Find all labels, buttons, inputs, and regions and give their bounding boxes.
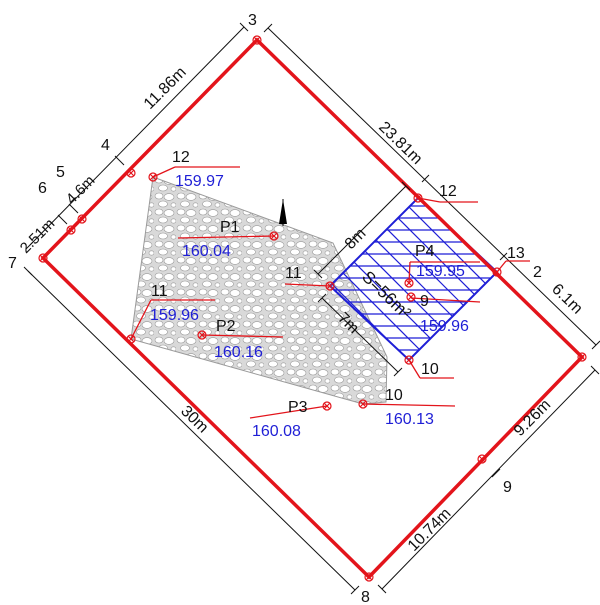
marker-10-pave [358,399,368,409]
leader-lines [130,166,530,419]
north-arrow-icon [279,199,287,226]
edge-label-5: 5 [56,164,65,181]
marker-10-bldg [404,355,414,365]
marker-9-edge [477,454,487,464]
marker-9-bldg [406,292,416,302]
point-id-11: 11 [151,283,168,300]
edge-label-4: 4 [101,137,110,154]
marker-P2 [197,330,207,340]
marker-7 [38,253,48,263]
marker-11-pave [126,334,136,344]
marker-P3 [322,401,332,411]
elevation-P3: 160.08 [252,423,301,440]
corner-label-8: 8 [361,589,370,605]
elevation-P1: 160.04 [182,243,231,260]
marker-2 [577,352,587,362]
marker-4 [126,168,136,178]
edge-label-9: 9 [503,479,512,496]
dim-top-left: 11.86m [141,64,190,113]
marker-12-edge [413,193,423,203]
elevation-P4: 159.95 [416,263,465,280]
marker-13 [492,267,502,277]
point-id-P3: P3 [288,399,308,416]
edge-label-13: 13 [507,245,525,262]
building-width-label: 8m [342,225,370,253]
dim-left-long: 30m [177,403,211,437]
corner-label-3: 3 [248,12,257,29]
point-id-9: 9 [420,293,429,310]
marker-P1 [269,231,279,241]
dimension-lines [23,22,600,595]
dim-left-small-a: 4.6m [63,172,99,208]
point-id-P4: P4 [415,243,435,260]
dim-right-short: 6.1m [548,281,585,318]
marker-12-pave [148,172,158,182]
elevation-12: 159.97 [175,173,224,190]
elevation-P2: 160.16 [214,344,263,361]
marker-8 [364,572,374,582]
elevation-9: 159.96 [420,318,469,335]
corner-label-2: 2 [533,264,542,281]
point-id-12: 12 [172,149,190,166]
marker-5 [77,214,87,224]
corner-label-7: 7 [8,255,17,272]
edge-label-6: 6 [38,180,47,197]
point-id-10: 10 [385,387,403,404]
elevation-11: 159.96 [150,307,199,324]
point-id-P2: P2 [216,318,236,335]
marker-P4 [404,278,414,288]
point-id-P1: P1 [220,219,240,236]
survey-markers [38,35,587,582]
marker-11-bldg [325,281,335,291]
marker-6 [66,225,76,235]
building-corner-10: 10 [421,361,439,378]
elevation-10: 160.13 [385,411,434,428]
building-corner-11: 11 [285,265,302,282]
marker-3 [252,35,262,45]
edge-label-12: 12 [439,183,457,200]
